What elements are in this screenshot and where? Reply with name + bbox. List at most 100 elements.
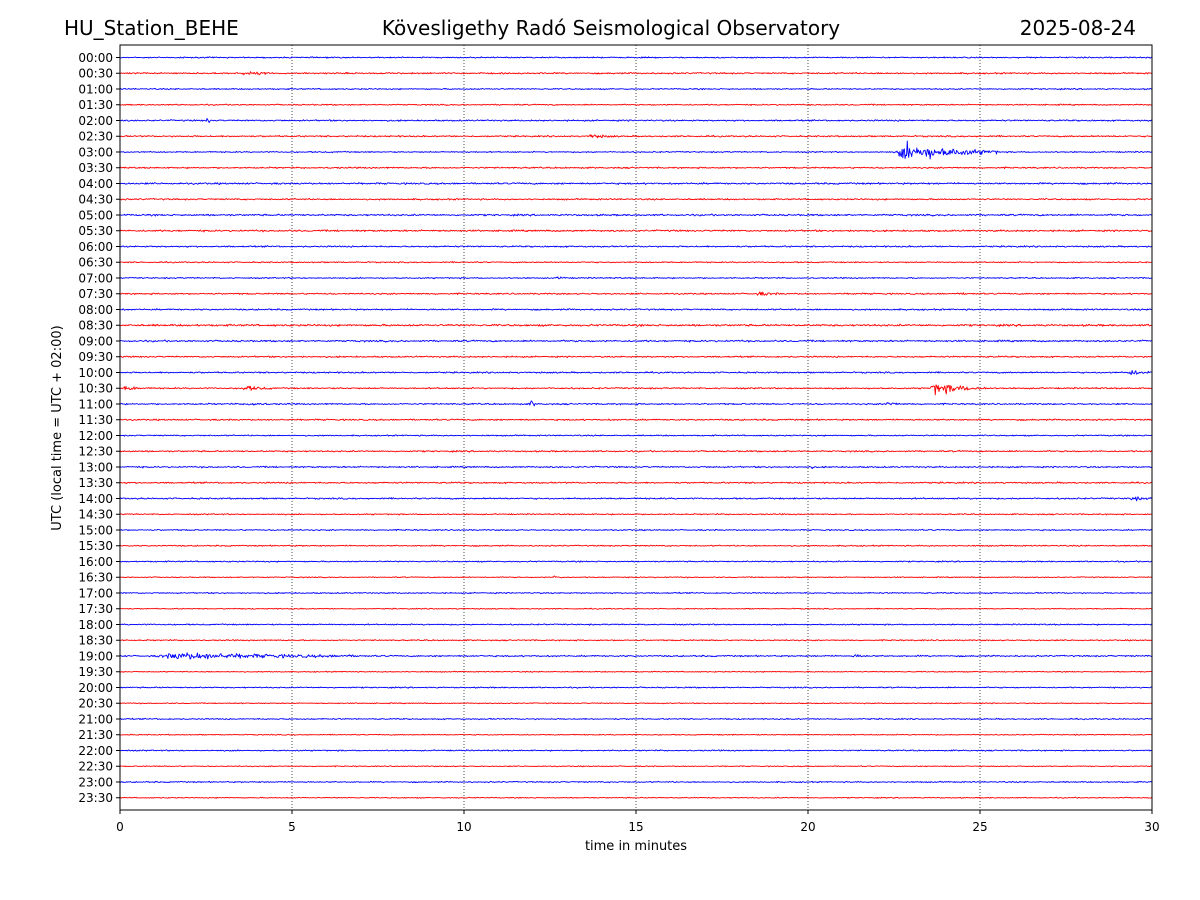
trace-line xyxy=(119,140,1153,160)
y-tick-label: 02:00 xyxy=(78,114,113,128)
y-tick-label: 22:30 xyxy=(78,760,113,774)
y-tick-label: 01:00 xyxy=(78,82,113,96)
trace-line xyxy=(119,496,1153,502)
y-tick-label: 14:30 xyxy=(78,508,113,522)
trace-line xyxy=(119,513,1153,516)
y-tick-label: 02:30 xyxy=(78,130,113,144)
trace-line xyxy=(119,369,1153,375)
trace-line xyxy=(119,384,1153,396)
y-tick-label: 04:30 xyxy=(78,193,113,207)
y-tick-label: 16:30 xyxy=(78,571,113,585)
station-title: HU_Station_BEHE xyxy=(64,16,239,40)
y-tick-label: 00:00 xyxy=(78,51,113,65)
date-title: 2025-08-24 xyxy=(1020,16,1136,40)
y-tick-label: 15:30 xyxy=(78,539,113,553)
y-tick-label: 17:30 xyxy=(78,602,113,616)
x-tick-label: 25 xyxy=(972,820,987,834)
trace-line xyxy=(119,780,1153,784)
trace-line xyxy=(119,796,1153,799)
trace-line xyxy=(119,639,1153,642)
y-tick-label: 13:30 xyxy=(78,476,113,490)
trace-line xyxy=(119,103,1153,107)
y-tick-label: 08:00 xyxy=(78,303,113,317)
trace-line xyxy=(119,560,1153,563)
trace-line xyxy=(119,134,1153,139)
y-tick-label: 16:00 xyxy=(78,555,113,569)
trace-line xyxy=(119,670,1153,673)
trace-line xyxy=(119,575,1153,579)
y-tick-label: 12:00 xyxy=(78,429,113,443)
y-tick-label: 06:00 xyxy=(78,240,113,254)
y-tick-label: 09:30 xyxy=(78,350,113,364)
trace-line xyxy=(119,623,1153,626)
trace-line xyxy=(119,229,1153,233)
y-tick-label: 11:30 xyxy=(78,413,113,427)
y-tick-label: 06:30 xyxy=(78,256,113,270)
y-tick-label: 03:30 xyxy=(78,161,113,175)
trace-line xyxy=(119,749,1153,752)
y-tick-label: 07:00 xyxy=(78,271,113,285)
y-tick-label: 11:00 xyxy=(78,397,113,411)
y-tick-label: 03:00 xyxy=(78,145,113,159)
y-tick-label: 07:30 xyxy=(78,287,113,301)
y-tick-label: 22:00 xyxy=(78,744,113,758)
trace-line xyxy=(119,528,1153,532)
y-tick-label: 20:00 xyxy=(78,681,113,695)
y-tick-label: 17:00 xyxy=(78,586,113,600)
trace-line xyxy=(119,118,1153,123)
trace-line xyxy=(119,181,1153,186)
observatory-title: Kövesligethy Radó Seismological Observat… xyxy=(382,16,840,40)
y-tick-label: 18:00 xyxy=(78,618,113,632)
x-axis: 0 5 10 15 20 25 30 xyxy=(116,810,1160,834)
trace-line xyxy=(119,213,1153,217)
y-tick-label: 19:30 xyxy=(78,665,113,679)
y-tick-label: 09:00 xyxy=(78,334,113,348)
trace-line xyxy=(119,56,1153,59)
y-tick-label: 23:30 xyxy=(78,791,113,805)
trace-line xyxy=(119,465,1153,470)
trace-line xyxy=(119,434,1153,437)
y-tick-label: 01:30 xyxy=(78,98,113,112)
y-tick-label: 15:00 xyxy=(78,523,113,537)
trace-line xyxy=(119,686,1153,689)
trace-line xyxy=(119,71,1153,76)
y-tick-label: 18:30 xyxy=(78,634,113,648)
y-tick-label: 00:30 xyxy=(78,67,113,81)
y-tick-label: 04:00 xyxy=(78,177,113,191)
x-tick-label: 20 xyxy=(800,820,815,834)
trace-line xyxy=(119,245,1153,248)
y-tick-label: 14:00 xyxy=(78,492,113,506)
x-tick-label: 30 xyxy=(1144,820,1159,834)
trace-line xyxy=(119,339,1153,343)
trace-line xyxy=(119,87,1152,91)
trace-line xyxy=(119,717,1153,721)
x-axis-label: time in minutes xyxy=(585,839,687,854)
trace-line xyxy=(119,355,1153,359)
trace-line xyxy=(119,765,1153,768)
trace-line xyxy=(119,449,1153,453)
trace-group xyxy=(119,56,1153,799)
trace-line xyxy=(119,197,1153,201)
trace-line xyxy=(119,544,1153,547)
y-tick-label: 19:00 xyxy=(78,649,113,663)
x-tick-label: 0 xyxy=(116,820,124,834)
trace-line xyxy=(119,260,1153,264)
y-tick-label: 05:30 xyxy=(78,224,113,238)
trace-line xyxy=(119,481,1153,485)
trace-line xyxy=(119,652,1153,660)
trace-line xyxy=(119,702,1153,705)
y-tick-label: 10:00 xyxy=(78,366,113,380)
y-axis-label: UTC (local time = UTC + 02:00) xyxy=(50,325,65,530)
y-tick-label: 10:30 xyxy=(78,382,113,396)
trace-line xyxy=(119,418,1153,422)
y-tick-label: 20:30 xyxy=(78,697,113,711)
trace-line xyxy=(119,323,1153,327)
y-tick-label: 05:00 xyxy=(78,208,113,222)
y-tick-label: 12:30 xyxy=(78,445,113,459)
y-tick-label: 23:00 xyxy=(78,775,113,789)
x-tick-label: 5 xyxy=(288,820,296,834)
y-tick-label: 08:30 xyxy=(78,319,113,333)
